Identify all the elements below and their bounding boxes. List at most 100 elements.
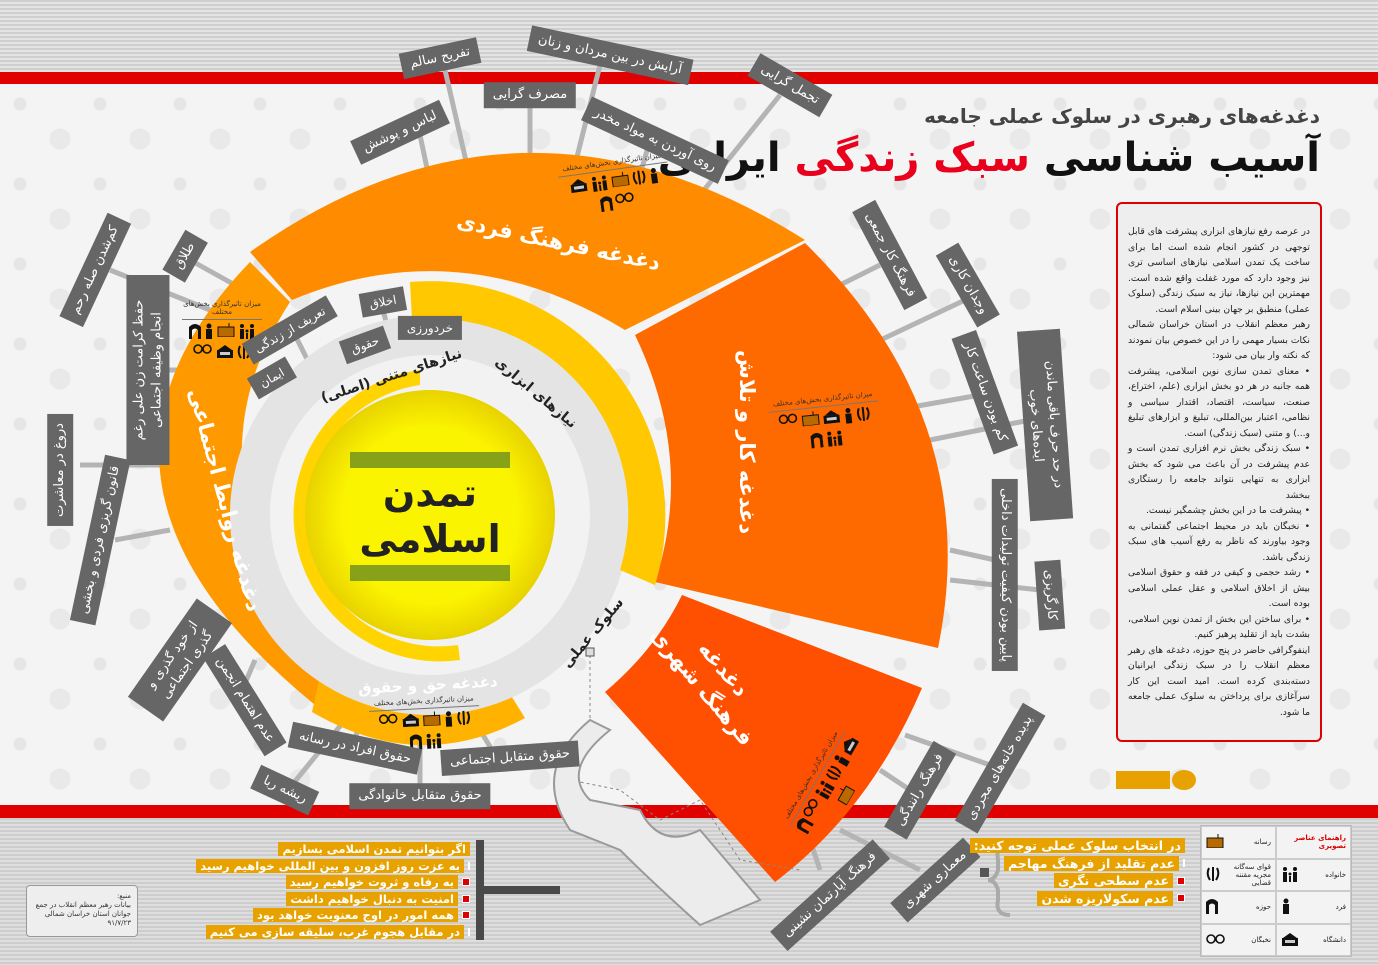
legend-item: خانواده <box>1276 858 1351 891</box>
family-icon <box>238 323 256 341</box>
family-icon <box>813 778 838 803</box>
seminary-icon <box>809 431 824 450</box>
person-icon <box>1281 898 1291 916</box>
bullet-icon <box>468 861 470 870</box>
emblem-icon <box>1206 866 1220 884</box>
list-item-text: عدم سکولاریزه شدن <box>1037 890 1173 906</box>
list-item: در مقابل هجوم غرب، سلیقه سازی می کنیم <box>205 924 470 939</box>
list-item: عدم سطحی نگری <box>1015 873 1185 888</box>
list-item: به رفاه و ثروت خواهیم رسید <box>245 875 470 889</box>
segment-fard <box>250 152 805 330</box>
family-icon <box>424 732 443 751</box>
legend-title: راهنمای عناصر تصویری <box>1276 826 1351 859</box>
person-icon <box>648 167 660 186</box>
description-paragraph: • معنای تمدن سازی نوین اسلامی، پیشرفت هم… <box>1128 365 1310 439</box>
ring-tools <box>410 281 666 585</box>
center-title: تمدن اسلامی <box>359 471 501 561</box>
list-heading: در انتخاب سلوک عملی توجه کنید: <box>969 838 1185 853</box>
list-heading: اگر بتوانیم تمدن اسلامی بسازیم <box>278 842 470 856</box>
radio-icon <box>801 411 821 431</box>
bullet-icon <box>1177 894 1185 902</box>
credit-box <box>1116 771 1170 789</box>
legend-item: رسانه <box>1201 826 1276 859</box>
emblem-icon <box>856 405 872 424</box>
emblem-icon <box>456 710 471 729</box>
seminary-icon <box>409 733 422 752</box>
list-item-text: به عزت روز افزون و بین المللی خواهیم رسی… <box>196 858 464 873</box>
seminary-icon <box>1206 898 1218 916</box>
legend-item: نخبگان <box>1201 923 1276 956</box>
issue-label-kar: کارگریزی <box>1034 559 1066 631</box>
caution-marker <box>980 868 989 877</box>
legend-label: رسانه <box>1253 838 1271 847</box>
influence-shahri: میزان تاثیرگذاری بخش‌های مختلف <box>780 725 881 847</box>
outcomes-list: اگر بتوانیم تمدن اسلامی بسازیم به عزت روز… <box>196 842 470 941</box>
outcome-bracket <box>476 840 560 940</box>
list-item-text: همه امور در اوج معنویت خواهد بود <box>253 908 458 922</box>
marker-square <box>585 647 595 657</box>
description-paragraph: • نخبگان باید در محیط اجتماعی گفتمانی به… <box>1128 520 1310 563</box>
person-icon <box>204 323 214 341</box>
family-icon <box>590 174 610 194</box>
list-item-text: امنیت به دنبال خواهیم داشت <box>286 891 458 906</box>
university-icon <box>216 344 234 362</box>
cautions-list: در انتخاب سلوک عملی توجه کنید: عدم تقلید … <box>969 838 1185 908</box>
legend-label: دانشگاه <box>1323 935 1346 944</box>
poster-title: آسیب شناسی سبک زندگی ایرانی <box>658 135 1320 181</box>
glasses-icon <box>801 797 827 823</box>
university-icon <box>1281 932 1299 948</box>
family-icon <box>824 429 844 449</box>
legend-table: راهنمای عناصر تصویری رسانه خانواده قوای سه‌… <box>1200 825 1352 957</box>
segment-ravabet <box>159 262 335 705</box>
description-paragraph: • برای ساختن این بخش از تمدن نوین اسلامی… <box>1128 613 1310 641</box>
description-paragraph: • پیشرفت ما در این بخش چشمگیر نیست. <box>1146 505 1310 516</box>
radio-icon <box>610 171 630 191</box>
university-icon <box>401 712 420 731</box>
legend-label: خانواده <box>1325 870 1346 879</box>
legend-item: دانشگاه <box>1276 923 1351 956</box>
radio-icon <box>1206 834 1224 850</box>
segment-shahri <box>605 595 922 882</box>
segment-kar <box>635 243 948 648</box>
bullet-icon <box>462 878 470 886</box>
radio-icon <box>834 783 857 807</box>
legend-label: نخبگان <box>1251 935 1271 944</box>
university-icon <box>569 177 589 197</box>
bottom-red-band <box>0 805 1378 818</box>
list-item: عدم تقلید از فرهنگ مهاجم <box>1004 855 1185 871</box>
glasses-icon <box>778 413 800 433</box>
influence-hagh: میزان تاثیرگذاری بخش‌های مختلف <box>369 694 482 754</box>
source-box: منبع: بیانات رهبر معظم انقلاب در جمع جوان… <box>26 885 138 937</box>
description-paragraph: در عرصه رفع نیازهای ابزاری پیشرفت های قا… <box>1128 226 1310 315</box>
list-item-text: در مقابل هجوم غرب، سلیقه سازی می کنیم <box>205 924 464 939</box>
person-icon <box>843 407 855 426</box>
radio-icon <box>422 711 441 730</box>
road-shape <box>553 718 762 927</box>
bullet-icon <box>462 894 470 903</box>
glasses-icon <box>193 344 213 362</box>
issue-label-hagh: حقوق متقابل خانوادگی <box>349 783 491 809</box>
person-icon <box>443 710 454 728</box>
emblem-icon <box>631 169 647 189</box>
legend-label: حوزه <box>1256 903 1271 912</box>
list-item: عدم سکولاریزه شدن <box>1015 890 1185 906</box>
ornament-top <box>350 452 510 468</box>
list-item: همه امور در اوج معنویت خواهد بود <box>245 908 470 922</box>
bullet-icon <box>1177 876 1185 885</box>
list-item-text: عدم سطحی نگری <box>1054 873 1173 888</box>
poster-subtitle: دغدغه‌های رهبری در سلوک عملی جامعه <box>924 104 1320 128</box>
issue-label-ravabet: حفظ کرامت زن علی رغم انجام وظیفه اجتماعی <box>126 275 170 465</box>
glasses-icon <box>378 713 399 732</box>
glasses-icon <box>1206 933 1226 946</box>
description-box: در عرصه رفع نیازهای ابزاری پیشرفت های قا… <box>1116 202 1322 742</box>
person-icon <box>832 752 853 770</box>
family-icon <box>1281 866 1299 884</box>
description-paragraph: • رشد حجمی و کیفی در فقه و حقوق اسلامی ب… <box>1128 567 1310 609</box>
emblem-icon <box>823 764 846 785</box>
university-icon <box>838 734 863 759</box>
influence-ravabet: میزان تاثیرگذاری بخش‌های مختلف <box>182 300 262 362</box>
bullet-icon <box>462 911 470 919</box>
list-item-text: به رفاه و ثروت خواهیم رسید <box>285 875 458 889</box>
radio-icon <box>217 323 235 341</box>
description-paragraph: اینفوگرافی حاضر در پنج حوزه، دغدغه های ر… <box>1128 644 1310 718</box>
